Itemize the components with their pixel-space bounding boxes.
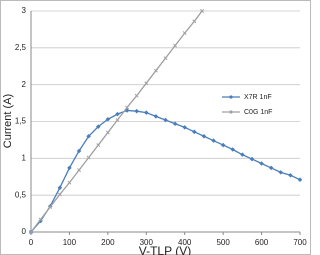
- point: [67, 165, 72, 171]
- point: [38, 217, 43, 222]
- x-tick-label: 400: [178, 238, 192, 247]
- legend-label: X7R 1nF: [244, 94, 272, 101]
- y-axis-label: Current (A): [2, 94, 14, 148]
- point: [173, 43, 178, 48]
- point: [48, 204, 53, 209]
- point: [115, 111, 120, 117]
- y-tick-label: 2,5: [15, 43, 27, 52]
- x-tick-label: 300: [140, 238, 154, 247]
- x-tick-label: 100: [63, 238, 77, 247]
- x-tick-label: 0: [29, 238, 34, 247]
- legend-marker: [229, 95, 233, 99]
- point: [200, 9, 204, 13]
- y-tick-label: 2: [22, 80, 27, 89]
- chart-frame: [0, 0, 311, 255]
- point: [153, 68, 158, 73]
- y-tick-label: 1,5: [15, 117, 27, 126]
- legend-label: C0G 1nF: [244, 109, 272, 116]
- x-tick-label: 200: [101, 238, 115, 247]
- y-tick-label: 0: [22, 227, 27, 236]
- point: [29, 230, 33, 234]
- point: [76, 148, 82, 154]
- point: [67, 180, 72, 185]
- x-axis-label: V-TLP (V): [139, 244, 191, 255]
- x-tick-label: 600: [255, 238, 269, 247]
- y-tick-label: 3: [22, 6, 27, 15]
- point: [134, 93, 139, 98]
- y-tick-label: 0,5: [15, 190, 27, 199]
- point: [86, 155, 91, 160]
- point: [57, 185, 63, 191]
- x-tick-label: 700: [293, 238, 307, 247]
- point: [86, 133, 91, 139]
- x-tick-label: 500: [216, 238, 230, 247]
- point: [163, 56, 168, 61]
- point: [38, 218, 43, 224]
- point: [192, 19, 197, 24]
- point: [105, 130, 110, 135]
- point: [144, 81, 149, 86]
- point: [268, 165, 274, 171]
- point: [57, 192, 62, 197]
- chart: V-TLP (V) Current (A) 0 0,5 1 1,5 2 2,5 3 0 100 2…: [0, 0, 311, 255]
- point: [153, 114, 159, 119]
- point: [125, 105, 130, 110]
- point: [105, 117, 111, 122]
- point: [115, 118, 120, 122]
- point: [182, 31, 187, 36]
- point: [77, 168, 81, 173]
- y-tick-label: 1: [22, 153, 27, 162]
- point: [96, 143, 101, 148]
- legend-marker: [229, 110, 233, 114]
